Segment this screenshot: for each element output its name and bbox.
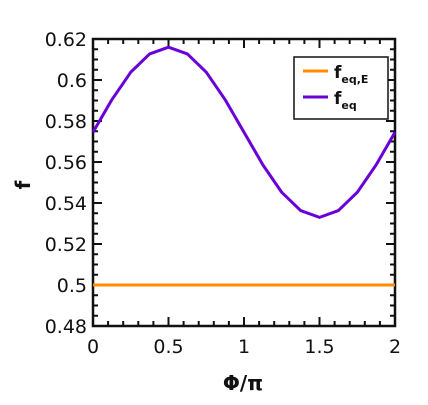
legend: feq,E feq [293,56,389,120]
legend-entry: feq [334,89,357,112]
x-axis-title: Φ/π [223,371,263,395]
x-tick-label: 1 [238,336,250,358]
x-tick-label: 2 [389,336,401,358]
y-tick-label: 0.52 [45,234,87,256]
y-tick-label: 0.5 [57,275,87,297]
y-tick-label: 0.54 [45,193,87,215]
y-tick-label: 0.56 [45,152,87,174]
series-line-f-eq [91,45,397,219]
y-tick-label: 0.62 [45,29,87,51]
y-tick-label: 0.48 [45,316,87,338]
x-tick-label: 1.5 [304,336,334,358]
legend-box [293,56,389,120]
x-tick-label: 0 [87,336,99,358]
y-axis-title: f [11,180,35,189]
y-tick-label: 0.58 [45,111,87,133]
series-layer [91,45,397,287]
legend-entry: feq,E [334,63,368,86]
x-tick-label: 0.5 [153,336,183,358]
x-axis-ticks: 0 0.5 1 1.5 2 [87,39,401,358]
y-axis-ticks: 0.48 0.5 0.52 0.54 0.56 0.58 0.6 0.62 [45,29,395,338]
y-tick-label: 0.6 [57,70,87,92]
